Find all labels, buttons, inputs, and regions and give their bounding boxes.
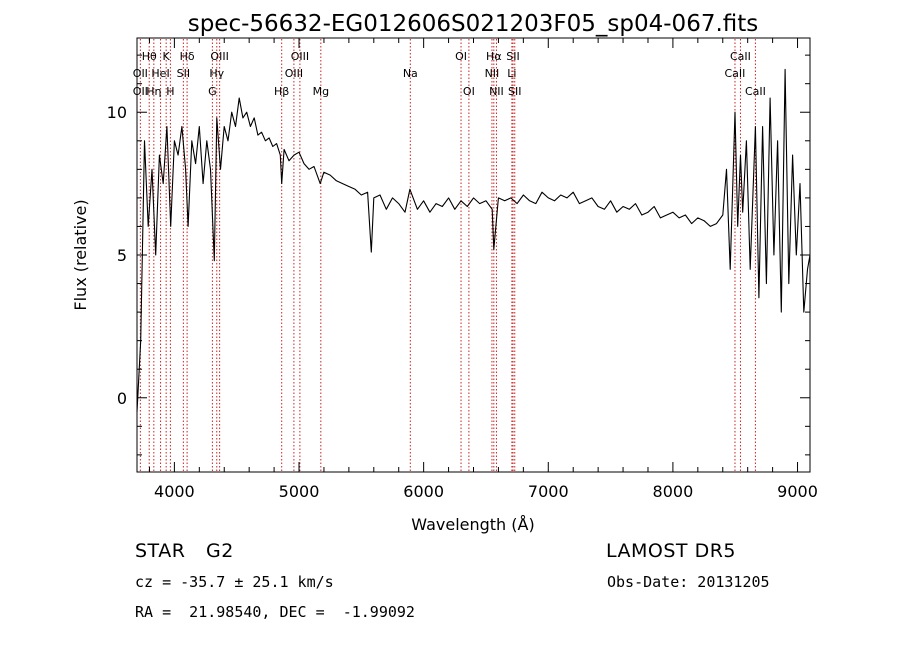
spectrum-series xyxy=(136,68,811,413)
spectral-line-label: Hθ xyxy=(142,50,157,63)
spectral-line-label: OIII xyxy=(285,67,303,80)
y-tick-label: 0 xyxy=(117,389,127,408)
spectral-line-label: G xyxy=(208,85,217,98)
x-tick-label: 5000 xyxy=(279,482,320,501)
spectral-line-label: K xyxy=(163,50,171,63)
x-tick-label: 6000 xyxy=(403,482,444,501)
spectral-line-label: OI xyxy=(455,50,467,63)
redshift-velocity: cz = -35.7 ± 25.1 km/s xyxy=(135,573,334,591)
plot-frame xyxy=(136,37,811,473)
spectral-line-label: Hβ xyxy=(274,85,289,98)
survey-label: LAMOST DR5 xyxy=(606,540,736,562)
chart-title: spec-56632-EG012606S021203F05_sp04-067.f… xyxy=(188,11,759,37)
spectral-line-label: Mg xyxy=(313,85,329,98)
x-tick-label: 8000 xyxy=(653,482,694,501)
y-tick-label: 10 xyxy=(107,103,127,122)
spectral-line-label: Hη xyxy=(146,85,161,98)
spectral-line-label: OII xyxy=(133,67,148,80)
spectral-line-label: NII xyxy=(485,67,500,80)
coordinates: RA = 21.98540, DEC = -1.99092 xyxy=(135,603,415,621)
x-tick-label: 4000 xyxy=(154,482,195,501)
object-subclass: G2 xyxy=(206,540,234,562)
spectral-line-label: Hδ xyxy=(180,50,195,63)
spectral-line-label: Hγ xyxy=(209,67,224,80)
spectral-line-label: Na xyxy=(403,67,418,80)
spectral-line-label: OI xyxy=(463,85,475,98)
spectral-line-label: OIII xyxy=(210,50,228,63)
observation-date: Obs-Date: 20131205 xyxy=(607,573,770,591)
x-tick-label: 9000 xyxy=(777,482,818,501)
y-tick-label: 5 xyxy=(117,246,127,265)
spectrum-line xyxy=(136,68,811,413)
spectral-line-label: Hα xyxy=(486,50,502,63)
spectral-line-label: CaII xyxy=(745,85,766,98)
spectral-line-label: OIII xyxy=(291,50,309,63)
spectral-line-label: H xyxy=(166,85,174,98)
axis-ticks: 4000 5000 6000 7000 8000 9000 0 5 10 xyxy=(107,38,818,501)
x-axis-label: Wavelength (Å) xyxy=(411,515,534,534)
x-tick-label: 7000 xyxy=(528,482,569,501)
spectral-line-label: HeI xyxy=(151,67,169,80)
object-class: STAR xyxy=(135,540,186,562)
spectral-line-markers xyxy=(139,39,756,471)
spectral-line-label: CaII xyxy=(725,67,746,80)
spectral-line-label: Li xyxy=(507,67,516,80)
spectral-line-label: CaII xyxy=(730,50,751,63)
spectral-line-label: NII xyxy=(489,85,504,98)
spectral-line-label: SII xyxy=(177,67,190,80)
y-axis-label: Flux (relative) xyxy=(71,199,90,310)
spectral-line-label: SII xyxy=(508,85,521,98)
spectral-line-label: SII xyxy=(506,50,519,63)
